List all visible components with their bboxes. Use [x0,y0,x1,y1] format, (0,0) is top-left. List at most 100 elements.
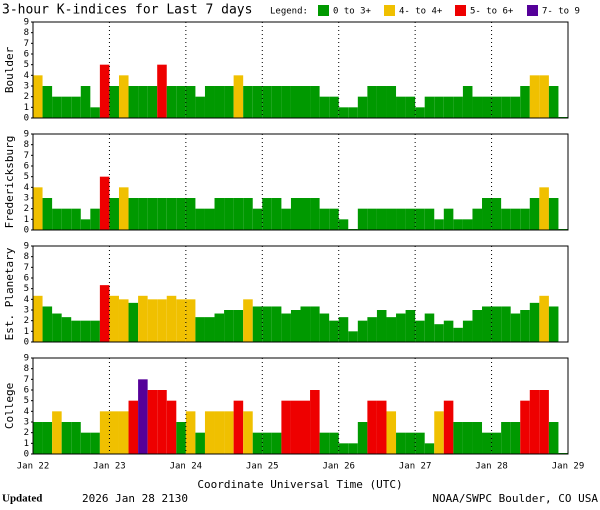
bar [224,86,234,118]
bar [376,400,387,454]
bar [252,86,263,118]
bar [281,208,291,230]
bar [42,86,53,118]
bar [386,208,397,230]
bar [118,299,129,342]
bar [367,400,377,454]
bar [80,320,91,342]
bar [300,198,311,230]
bar [109,295,119,342]
y-tick-label: 9 [24,130,29,140]
bar [453,219,463,230]
bar [472,310,483,342]
bar [195,208,205,230]
bar [71,208,81,230]
bar [405,208,416,230]
bar [396,96,406,118]
bar [310,86,320,118]
bar [262,306,272,342]
bar [99,411,110,454]
bar [33,75,43,118]
bar [262,198,272,230]
y-tick-label: 6 [24,274,29,284]
bar [548,422,559,454]
y-tick-label: 6 [24,50,29,60]
bar [271,198,282,230]
bar [166,198,177,230]
bar [118,75,129,118]
bar [80,432,91,454]
bar [348,107,358,118]
bar [319,313,330,342]
bar [300,306,311,342]
bar [138,198,148,230]
bar [491,96,502,118]
bar [243,198,253,230]
bar [529,75,540,118]
bar [443,320,454,342]
bar [233,310,244,342]
bar [338,107,349,118]
bar [491,198,502,230]
bar [147,299,158,342]
y-tick-label: 5 [24,172,29,182]
bar [147,86,158,118]
bar [462,219,473,230]
y-tick-label: 1 [24,103,29,113]
bar [90,107,100,118]
y-tick-label: 1 [24,439,29,449]
bar [214,198,225,230]
y-tick-label: 4 [24,295,29,305]
panel-label: Fredericksburg [3,136,16,229]
bar [482,306,492,342]
bar [415,208,425,230]
bar [185,411,196,454]
bar [376,86,387,118]
x-tick-label: Jan 23 [93,462,126,472]
bar [520,400,530,454]
bar [80,219,91,230]
bar [443,96,454,118]
legend-title: Legend: [270,7,308,17]
bar [434,96,444,118]
bar [157,299,167,342]
bar [491,306,502,342]
bar [61,96,72,118]
bar [338,443,349,454]
bar [128,198,139,230]
bar [252,432,263,454]
bar [510,96,521,118]
bar [118,187,129,230]
x-tick-label: Jan 25 [246,462,279,472]
y-tick-label: 3 [24,306,29,316]
bar [42,198,53,230]
panel-frame [32,245,569,343]
bar [233,400,244,454]
bar [462,86,473,118]
bar [491,432,502,454]
y-tick-label: 5 [24,284,29,294]
bar [147,390,158,454]
bar [501,422,511,454]
bar [71,422,81,454]
bar [472,208,483,230]
bar [90,208,100,230]
bar [61,208,72,230]
bar [520,86,530,118]
bar [472,96,483,118]
y-tick-label: 2 [24,316,29,326]
bar [539,187,549,230]
panel-frame [32,21,569,119]
bar [319,208,330,230]
bar [357,422,368,454]
bar [329,208,339,230]
panel-label: Est. Planetary [3,247,16,340]
x-tick-label: Jan 24 [170,462,203,472]
bar [376,208,387,230]
bar [233,75,244,118]
bar [290,198,301,230]
y-tick-label: 0 [24,114,29,124]
bar [138,295,148,342]
y-tick-label: 2 [24,428,29,438]
legend-label: 7- to 9 [542,7,580,17]
